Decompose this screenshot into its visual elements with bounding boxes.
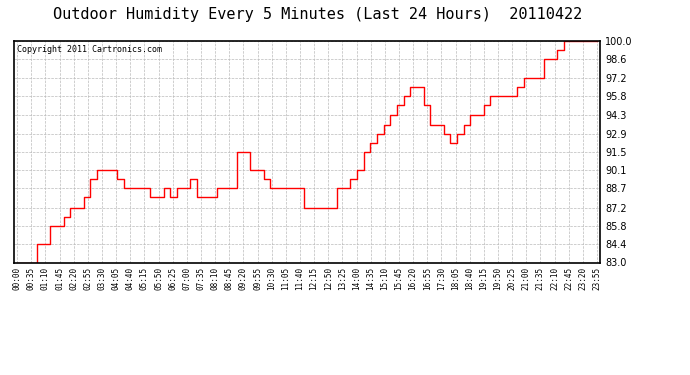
Text: Outdoor Humidity Every 5 Minutes (Last 24 Hours)  20110422: Outdoor Humidity Every 5 Minutes (Last 2… — [52, 8, 582, 22]
Text: Copyright 2011 Cartronics.com: Copyright 2011 Cartronics.com — [17, 45, 161, 54]
